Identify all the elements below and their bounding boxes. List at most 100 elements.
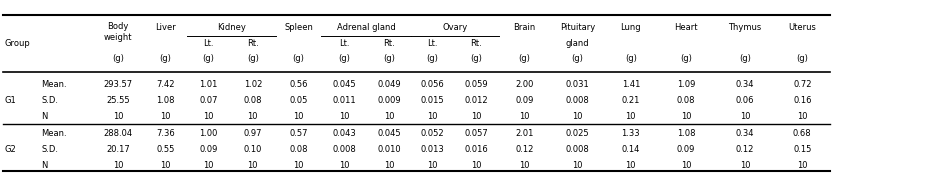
Text: N: N xyxy=(42,161,48,170)
Text: 2.01: 2.01 xyxy=(514,129,533,138)
Text: 10: 10 xyxy=(625,112,635,121)
Text: 10: 10 xyxy=(470,112,481,121)
Text: 10: 10 xyxy=(383,112,394,121)
Text: G2: G2 xyxy=(5,145,16,154)
Text: Brain: Brain xyxy=(513,23,535,32)
Text: S.D.: S.D. xyxy=(42,96,59,105)
Text: 0.012: 0.012 xyxy=(464,96,487,105)
Text: 10: 10 xyxy=(739,161,750,170)
Text: 293.57: 293.57 xyxy=(104,80,132,89)
Text: (g): (g) xyxy=(202,54,214,63)
Text: 0.12: 0.12 xyxy=(735,145,753,154)
Text: 10: 10 xyxy=(383,161,394,170)
Text: 0.08: 0.08 xyxy=(289,145,308,154)
Text: 0.06: 0.06 xyxy=(735,96,753,105)
Text: 10: 10 xyxy=(203,161,213,170)
Text: 1.08: 1.08 xyxy=(156,96,175,105)
Text: 1.01: 1.01 xyxy=(199,80,217,89)
Text: 10: 10 xyxy=(293,161,304,170)
Text: 0.052: 0.052 xyxy=(420,129,444,138)
Text: 10: 10 xyxy=(160,161,171,170)
Text: 10: 10 xyxy=(112,161,124,170)
Text: 0.08: 0.08 xyxy=(244,96,261,105)
Text: 0.09: 0.09 xyxy=(199,145,217,154)
Text: Rt.: Rt. xyxy=(246,39,259,48)
Text: 0.016: 0.016 xyxy=(464,145,488,154)
Text: 0.10: 0.10 xyxy=(244,145,261,154)
Text: 10: 10 xyxy=(470,161,481,170)
Text: 7.42: 7.42 xyxy=(156,80,175,89)
Text: 10: 10 xyxy=(680,112,691,121)
Text: (g): (g) xyxy=(470,54,481,63)
Text: 10: 10 xyxy=(796,161,807,170)
Text: Ovary: Ovary xyxy=(442,23,467,32)
Text: 1.33: 1.33 xyxy=(621,129,639,138)
Text: 10: 10 xyxy=(247,112,258,121)
Text: Heart: Heart xyxy=(674,23,697,32)
Text: Rt.: Rt. xyxy=(470,39,481,48)
Text: Lt.: Lt. xyxy=(203,39,213,48)
Text: (g): (g) xyxy=(624,54,636,63)
Text: 0.049: 0.049 xyxy=(377,80,400,89)
Text: Spleen: Spleen xyxy=(284,23,312,32)
Text: 0.21: 0.21 xyxy=(621,96,639,105)
Text: 10: 10 xyxy=(338,161,349,170)
Text: Body: Body xyxy=(108,22,128,31)
Text: 0.15: 0.15 xyxy=(792,145,811,154)
Text: (g): (g) xyxy=(338,54,349,63)
Text: (g): (g) xyxy=(382,54,395,63)
Text: G1: G1 xyxy=(5,96,16,105)
Text: weight: weight xyxy=(104,33,132,42)
Text: (g): (g) xyxy=(738,54,750,63)
Text: 2.00: 2.00 xyxy=(514,80,533,89)
Text: (g): (g) xyxy=(246,54,259,63)
Text: 0.031: 0.031 xyxy=(565,80,589,89)
Text: 10: 10 xyxy=(796,112,807,121)
Text: (g): (g) xyxy=(112,54,124,63)
Text: 1.00: 1.00 xyxy=(199,129,217,138)
Text: Thymus: Thymus xyxy=(728,23,761,32)
Text: Mean.: Mean. xyxy=(42,129,67,138)
Text: 10: 10 xyxy=(571,112,582,121)
Text: S.D.: S.D. xyxy=(42,145,59,154)
Text: 0.34: 0.34 xyxy=(735,80,753,89)
Text: 10: 10 xyxy=(247,161,258,170)
Text: 0.09: 0.09 xyxy=(676,145,695,154)
Text: N: N xyxy=(42,112,48,121)
Text: 0.09: 0.09 xyxy=(514,96,533,105)
Text: (g): (g) xyxy=(571,54,582,63)
Text: 0.011: 0.011 xyxy=(332,96,355,105)
Text: 10: 10 xyxy=(338,112,349,121)
Text: 0.72: 0.72 xyxy=(792,80,811,89)
Text: 0.05: 0.05 xyxy=(289,96,308,105)
Text: (g): (g) xyxy=(680,54,691,63)
Text: Adrenal gland: Adrenal gland xyxy=(336,23,396,32)
Text: 10: 10 xyxy=(739,112,750,121)
Text: 10: 10 xyxy=(571,161,582,170)
Text: Lt.: Lt. xyxy=(338,39,349,48)
Text: 0.025: 0.025 xyxy=(565,129,589,138)
Text: 25.55: 25.55 xyxy=(106,96,130,105)
Text: 0.045: 0.045 xyxy=(332,80,355,89)
Text: 0.07: 0.07 xyxy=(199,96,217,105)
Text: 0.057: 0.057 xyxy=(464,129,488,138)
Text: 0.57: 0.57 xyxy=(289,129,308,138)
Text: 0.56: 0.56 xyxy=(289,80,308,89)
Text: 10: 10 xyxy=(427,161,437,170)
Text: Rt.: Rt. xyxy=(382,39,395,48)
Text: 0.008: 0.008 xyxy=(565,96,589,105)
Text: 0.14: 0.14 xyxy=(621,145,639,154)
Text: 0.009: 0.009 xyxy=(377,96,400,105)
Text: 0.34: 0.34 xyxy=(735,129,753,138)
Text: 10: 10 xyxy=(518,112,530,121)
Text: 0.68: 0.68 xyxy=(792,129,811,138)
Text: 10: 10 xyxy=(112,112,124,121)
Text: (g): (g) xyxy=(796,54,807,63)
Text: 0.16: 0.16 xyxy=(792,96,811,105)
Text: Mean.: Mean. xyxy=(42,80,67,89)
Text: Kidney: Kidney xyxy=(217,23,245,32)
Text: 7.36: 7.36 xyxy=(156,129,175,138)
Text: 0.55: 0.55 xyxy=(156,145,175,154)
Text: 0.043: 0.043 xyxy=(331,129,356,138)
Text: 10: 10 xyxy=(518,161,530,170)
